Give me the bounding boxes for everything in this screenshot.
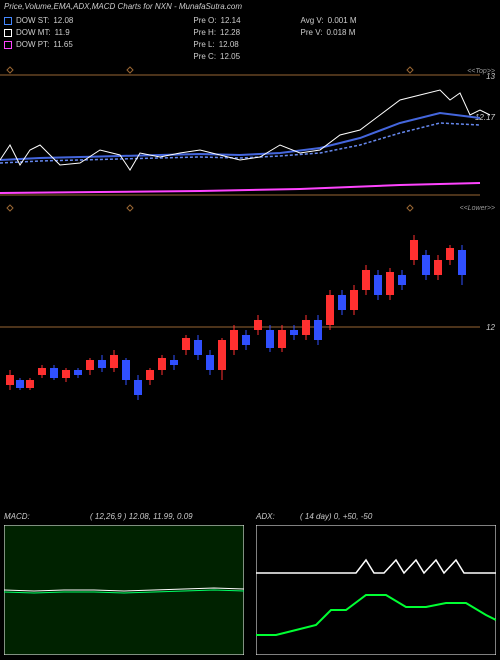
legend: DOW ST: 12.08 DOW MT: 11.9 DOW PT: 11.65… [0,13,500,65]
prev-close: Pre C:12.05 [193,51,240,63]
macd-chart [4,525,244,655]
macd-title: MACD: [4,512,30,521]
prev-open: Pre O:12.14 [193,15,240,27]
svg-text:12: 12 [486,323,495,332]
macd-params: ( 12,26,9 ) 12.08, 11.99, 0.09 [90,512,193,521]
pre-volume: Pre V:0.018 M [301,27,357,39]
adx-chart [256,525,496,655]
svg-text:<<Lower>>: <<Lower>> [460,205,495,212]
candle-chart: 12 <<Lower>> [0,200,500,410]
adx-title: ADX: [256,512,275,521]
chart-title: Price,Volume,EMA,ADX,MACD Charts for NXN… [0,0,500,13]
line-chart: <<Top>>1312.17 [0,65,500,200]
avg-volume: Avg V:0.001 M [301,15,357,27]
svg-text:13: 13 [486,72,495,81]
legend-dow-st: DOW ST: 12.08 [4,15,73,27]
prev-low: Pre L:12.08 [193,39,240,51]
prev-high: Pre H:12.28 [193,27,240,39]
legend-dow-pt: DOW PT: 11.65 [4,39,73,51]
adx-params: ( 14 day) 0, +50, -50 [300,512,372,521]
legend-dow-mt: DOW MT: 11.9 [4,27,73,39]
